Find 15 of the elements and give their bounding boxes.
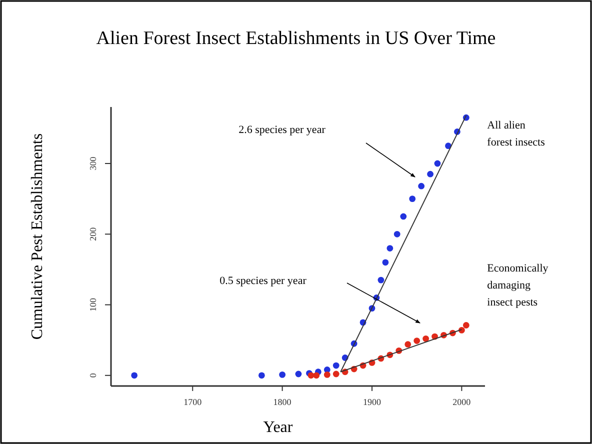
text: Economically damaging insect pests	[487, 262, 549, 308]
y-tick-label: 100	[88, 298, 98, 312]
x-axis-title: Year	[263, 419, 294, 436]
y-tick-label: 200	[88, 226, 98, 241]
annotation: 0.5 species per year	[220, 275, 307, 287]
series-label: All alien forest insects	[487, 120, 545, 149]
y-tick-label: 0	[88, 372, 98, 378]
x-tick-label: 1900	[362, 397, 382, 407]
x-tick-label: 2000	[452, 397, 472, 407]
y-tick-label: 300	[88, 156, 98, 170]
annotation: 2.6 species per year	[238, 124, 326, 136]
x-tick-label: 1800	[273, 397, 292, 407]
chart-title: Alien Forest Insect Establishments in US Over Time	[96, 28, 496, 49]
y-axis-title: Cumulative Pest Establishments	[29, 133, 46, 340]
x-tick-label: 1700	[184, 397, 202, 407]
